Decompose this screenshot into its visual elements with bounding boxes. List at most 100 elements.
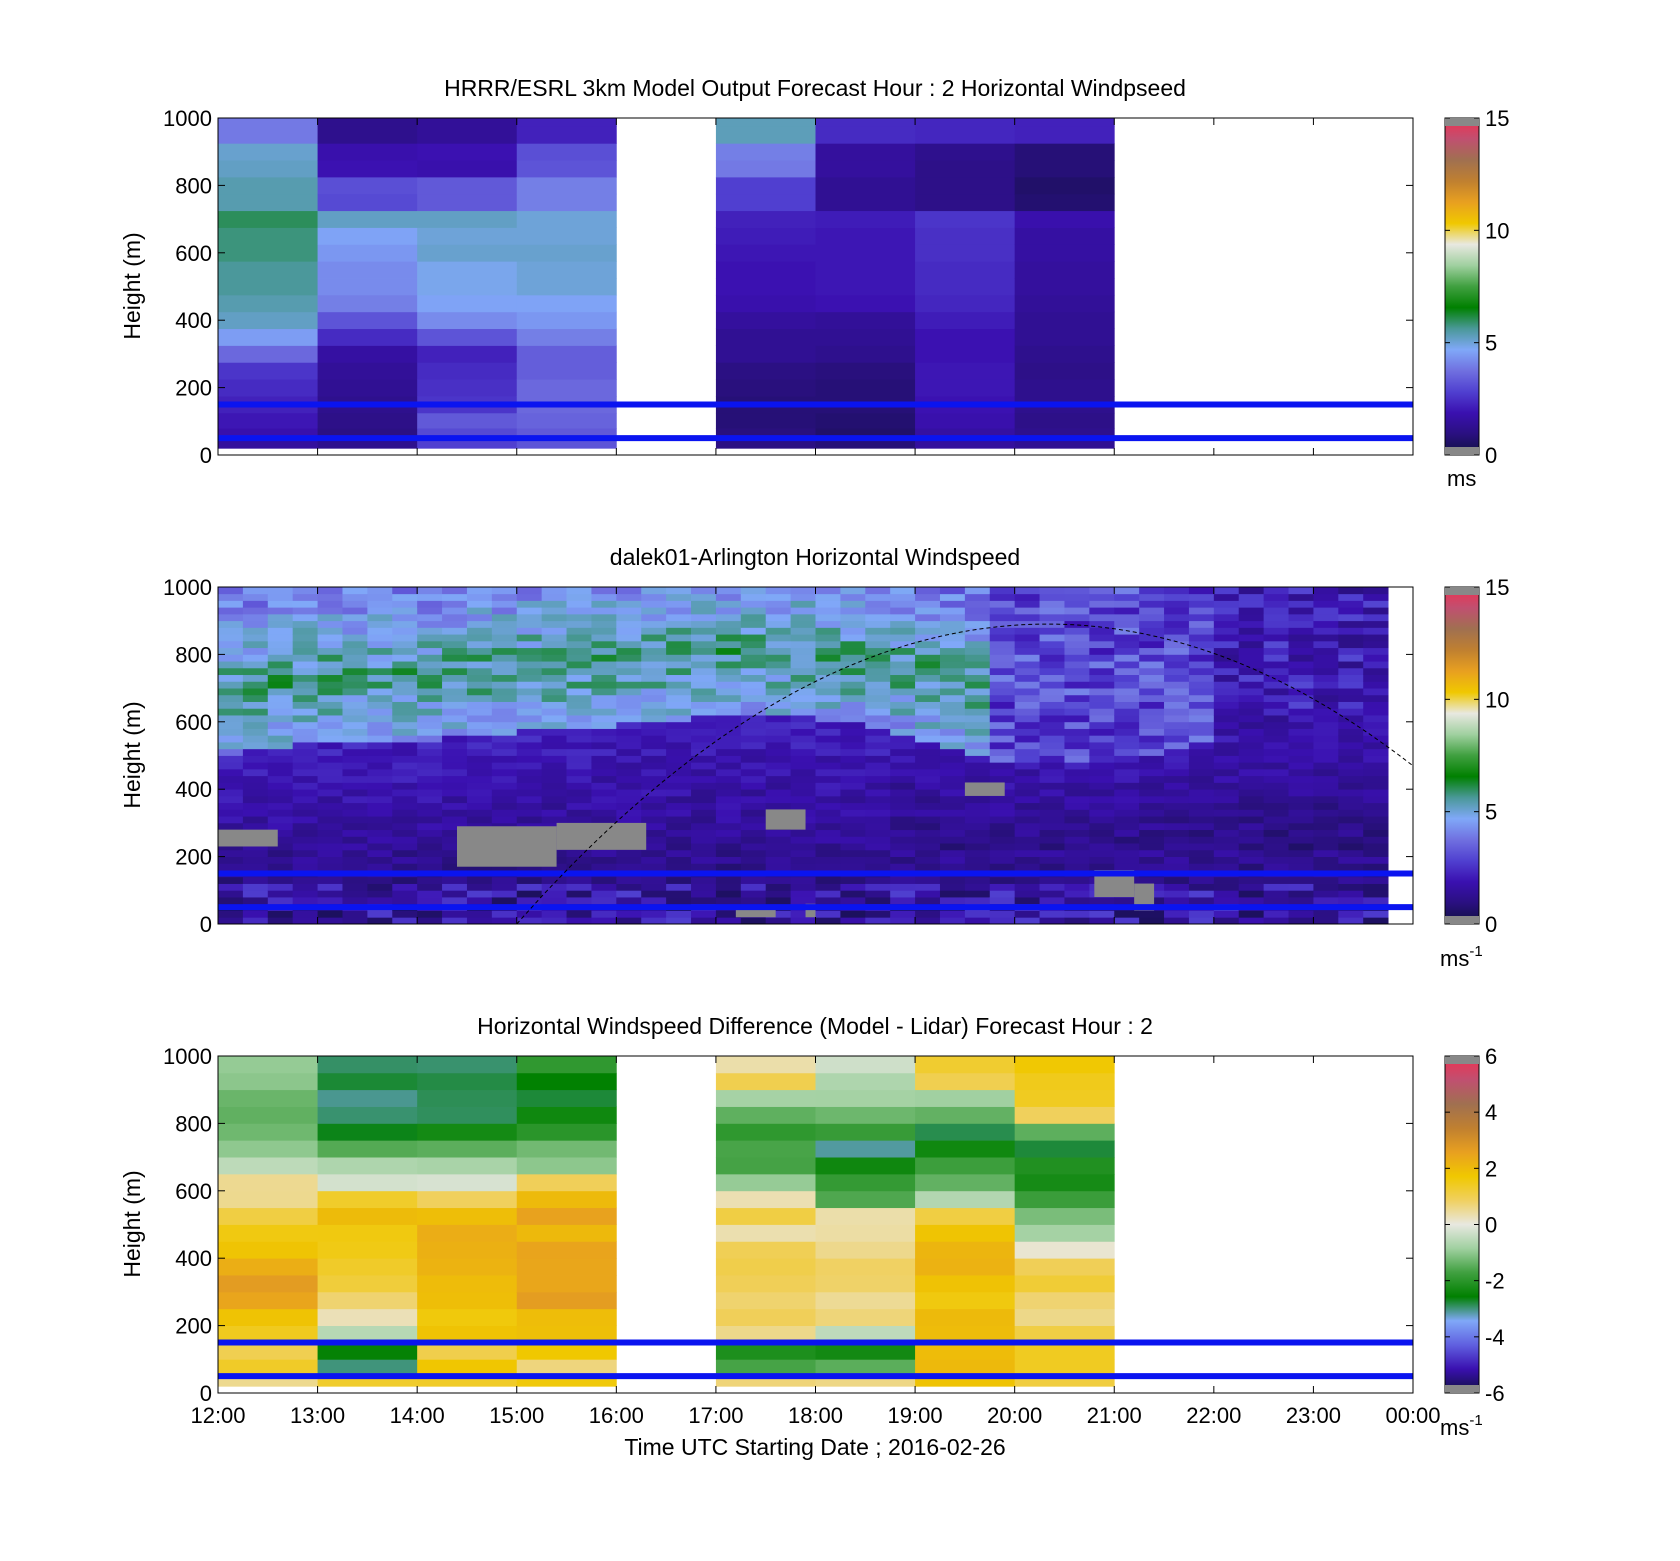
heatmap-cell [890,856,916,864]
heatmap-cell [915,294,1016,313]
heatmap-cell [740,883,767,891]
heatmap-cell [516,1140,617,1158]
heatmap-cell [691,634,717,642]
heatmap-cell [815,708,841,716]
heatmap-cell [1014,1106,1115,1124]
panel-model-xtick-marks [217,118,1414,455]
heatmap-cell [466,876,493,884]
panel-lidar-colorbar-unit: ms-1 [1440,943,1483,971]
heatmap-cell [417,210,518,228]
heatmap-cell [317,728,343,736]
heatmap-cell [1089,627,1115,635]
heatmap-cell [417,795,443,804]
heatmap-cell [317,809,343,817]
heatmap-cell [1288,816,1314,824]
heatmap-cell [815,118,916,127]
heatmap-cell [765,856,792,864]
heatmap-cell [392,694,418,702]
heatmap-cell [392,910,418,918]
heatmap-cell [964,681,991,689]
heatmap-cell [1363,789,1389,797]
heatmap-cell [666,917,692,924]
heatmap-cell [715,1056,816,1074]
heatmap-cell [715,1224,816,1242]
heatmap-cell [616,600,642,608]
heatmap-cell [691,701,717,709]
heatmap-cell [367,822,393,831]
heatmap-cell [591,587,617,595]
heatmap-cell [1089,755,1115,763]
heatmap-cell [715,261,816,279]
heatmap-cell [1238,634,1265,642]
heatmap-cell [442,802,468,810]
heatmap-cell [566,762,592,770]
heatmap-cell [1164,748,1190,756]
heatmap-cell [392,667,418,676]
heatmap-cell [964,640,991,649]
heatmap-cell [1313,654,1339,662]
panel-model-reference-lines [218,401,1413,442]
heatmap-cell [566,600,592,608]
heatmap-cell [392,721,418,729]
heatmap-cell [1238,890,1265,898]
heatmap-cell [1188,843,1215,851]
heatmap-cell [242,667,269,676]
heatmap-cell [939,627,966,635]
heatmap-cell [491,890,518,898]
heatmap-cell [1238,735,1265,743]
heatmap-cell [516,1173,617,1192]
heatmap-cell [815,1241,916,1259]
heatmap-cell [1089,607,1115,615]
heatmap-cell [740,620,767,628]
heatmap-cell [292,849,318,857]
heatmap-cell [1313,876,1339,884]
heatmap-cell [865,822,891,831]
heatmap-cell [466,762,493,770]
heatmap-cell [292,620,318,628]
heatmap-cell [790,863,816,871]
heatmap-cell [417,126,518,144]
heatmap-cell [715,843,742,851]
heatmap-cell [1263,782,1289,790]
heatmap-cell [392,735,418,743]
heatmap-cell [815,1207,916,1225]
heatmap-cell [1213,748,1240,756]
heatmap-cell [342,863,368,871]
heatmap-cell [790,620,816,628]
heatmap-cell [1014,1308,1115,1326]
heatmap-cell [516,1072,617,1091]
heatmap-cell [840,802,866,810]
heatmap-cell [815,294,916,313]
heatmap-cell [765,728,792,736]
heatmap-cell [442,897,468,905]
heatmap-cell [865,782,891,790]
missing-data-patch [735,907,776,918]
heatmap-cell [292,701,318,709]
heatmap-cell [890,742,916,750]
heatmap-cell [566,856,592,864]
heatmap-cell [1338,822,1364,831]
heatmap-cell [1039,627,1065,635]
heatmap-cell [218,1140,318,1158]
heatmap-cell [392,883,418,891]
heatmap-cell [890,748,916,756]
heatmap-cell [1014,1056,1115,1074]
heatmap-cell [218,1089,318,1107]
heatmap-cell [1263,715,1289,723]
heatmap-cell [516,755,543,763]
heatmap-cell [989,640,1016,649]
heatmap-cell [1114,856,1140,864]
heatmap-cell [1238,816,1265,824]
heatmap-cell [815,728,841,736]
heatmap-cell [915,1342,1016,1360]
heatmap-cell [1188,607,1215,615]
heatmap-cell [691,613,717,622]
heatmap-cell [218,1056,318,1074]
heatmap-cell [516,735,543,743]
heatmap-cell [466,795,493,804]
heatmap-cell [1213,613,1240,622]
heatmap-cell [267,640,294,649]
missing-data-patch [805,903,816,918]
heatmap-cell [939,917,966,924]
heatmap-cell [815,1325,916,1343]
